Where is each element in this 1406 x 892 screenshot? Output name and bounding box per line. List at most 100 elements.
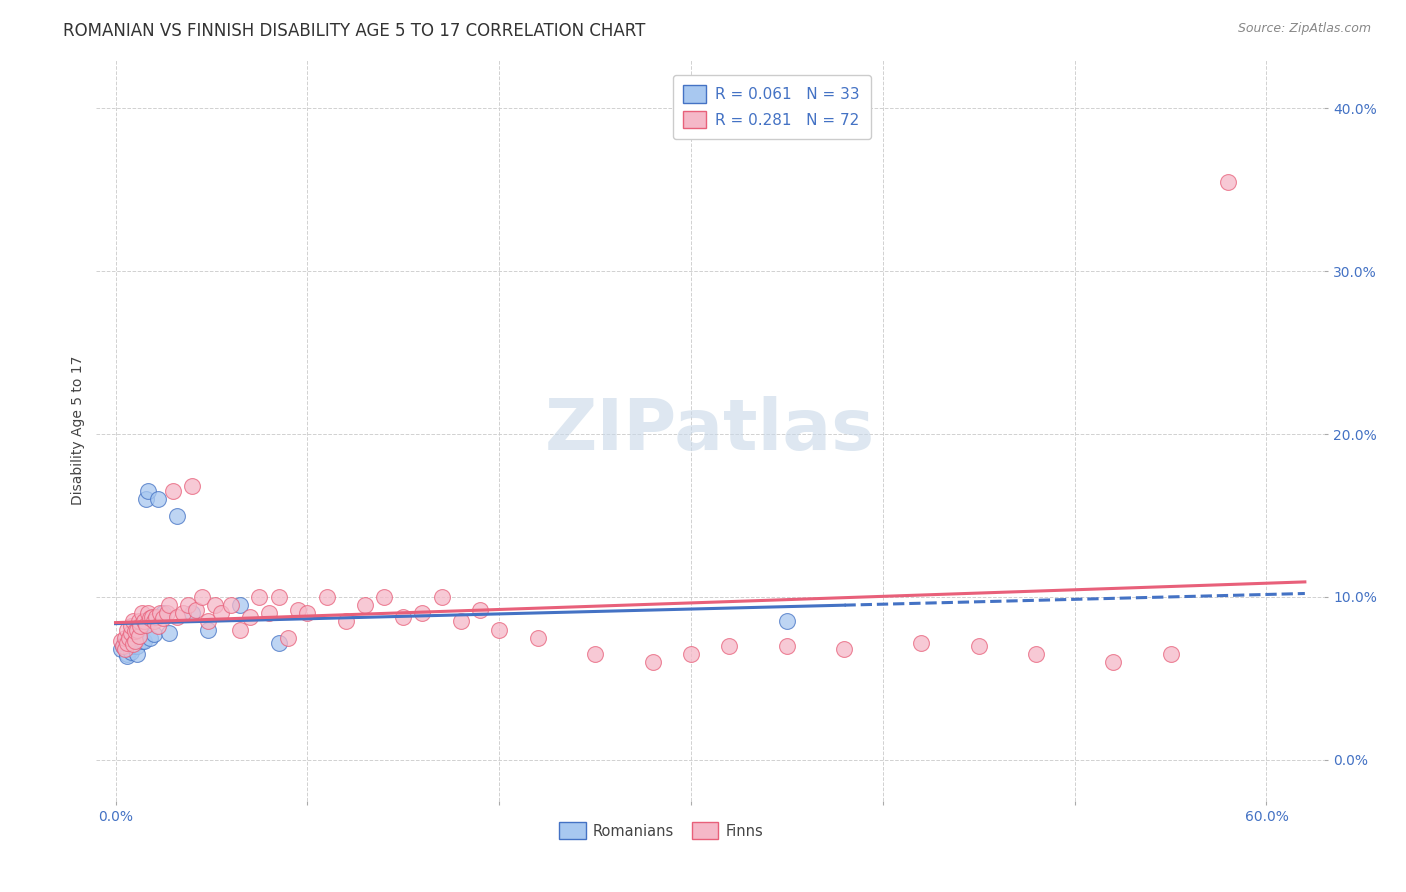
Point — [287, 603, 309, 617]
Point — [267, 590, 290, 604]
Point — [128, 631, 150, 645]
Point — [1102, 655, 1125, 669]
Point — [139, 631, 162, 645]
Point — [120, 619, 142, 633]
Point — [128, 615, 150, 629]
Point — [136, 607, 159, 621]
Point — [526, 631, 548, 645]
Point — [120, 625, 142, 640]
Point — [110, 642, 132, 657]
Point — [120, 645, 142, 659]
Point — [277, 631, 299, 645]
Point — [197, 623, 219, 637]
Point — [124, 624, 146, 639]
Point — [121, 635, 143, 649]
Point — [121, 639, 143, 653]
Point — [112, 639, 135, 653]
Point — [204, 598, 226, 612]
Point — [257, 607, 280, 621]
Point — [209, 607, 232, 621]
Point — [124, 634, 146, 648]
Point — [115, 623, 138, 637]
Text: ROMANIAN VS FINNISH DISABILITY AGE 5 TO 17 CORRELATION CHART: ROMANIAN VS FINNISH DISABILITY AGE 5 TO … — [63, 22, 645, 40]
Point — [124, 629, 146, 643]
Point — [114, 635, 136, 649]
Point — [166, 508, 188, 523]
Point — [129, 625, 152, 640]
Point — [125, 639, 148, 653]
Point — [967, 639, 990, 653]
Point — [120, 642, 142, 657]
Point — [166, 609, 188, 624]
Point — [172, 607, 194, 621]
Point — [135, 617, 157, 632]
Point — [229, 623, 252, 637]
Point — [267, 635, 290, 649]
Point — [219, 598, 242, 612]
Point — [128, 629, 150, 643]
Point — [718, 639, 741, 653]
Text: ZIPatlas: ZIPatlas — [546, 395, 876, 465]
Point — [125, 647, 148, 661]
Point — [1160, 647, 1182, 661]
Point — [450, 615, 472, 629]
Point — [142, 615, 165, 629]
Point — [134, 615, 156, 629]
Point — [152, 611, 174, 625]
Y-axis label: Disability Age 5 to 17: Disability Age 5 to 17 — [72, 355, 86, 505]
Point — [181, 479, 204, 493]
Point — [229, 598, 252, 612]
Point — [430, 590, 453, 604]
Point — [184, 603, 207, 617]
Point — [910, 635, 932, 649]
Point — [354, 598, 377, 612]
Point — [239, 609, 262, 624]
Point — [145, 609, 167, 624]
Point — [110, 634, 132, 648]
Point — [114, 631, 136, 645]
Point — [121, 637, 143, 651]
Point — [392, 609, 415, 624]
Point — [776, 615, 799, 629]
Point — [191, 590, 214, 604]
Point — [139, 611, 162, 625]
Point — [121, 615, 143, 629]
Point — [149, 607, 172, 621]
Point — [488, 623, 510, 637]
Point — [1216, 175, 1239, 189]
Point — [157, 598, 180, 612]
Point — [335, 615, 357, 629]
Point — [1025, 647, 1047, 661]
Point — [156, 607, 179, 621]
Point — [776, 639, 799, 653]
Point — [114, 642, 136, 657]
Point — [118, 634, 141, 648]
Point — [152, 607, 174, 621]
Point — [583, 647, 606, 661]
Point — [115, 647, 138, 661]
Point — [181, 607, 204, 621]
Point — [373, 590, 395, 604]
Point — [124, 632, 146, 647]
Point — [115, 648, 138, 663]
Legend: Romanians, Finns: Romanians, Finns — [554, 816, 769, 845]
Point — [125, 623, 148, 637]
Point — [112, 639, 135, 653]
Point — [177, 598, 200, 612]
Point — [142, 627, 165, 641]
Point — [679, 647, 702, 661]
Point — [197, 615, 219, 629]
Point — [468, 603, 491, 617]
Point — [247, 590, 270, 604]
Point — [157, 625, 180, 640]
Point — [136, 484, 159, 499]
Point — [135, 492, 157, 507]
Point — [146, 492, 169, 507]
Point — [834, 642, 856, 657]
Point — [146, 619, 169, 633]
Point — [118, 639, 141, 653]
Point — [411, 607, 433, 621]
Point — [115, 635, 138, 649]
Point — [141, 609, 163, 624]
Text: Source: ZipAtlas.com: Source: ZipAtlas.com — [1237, 22, 1371, 36]
